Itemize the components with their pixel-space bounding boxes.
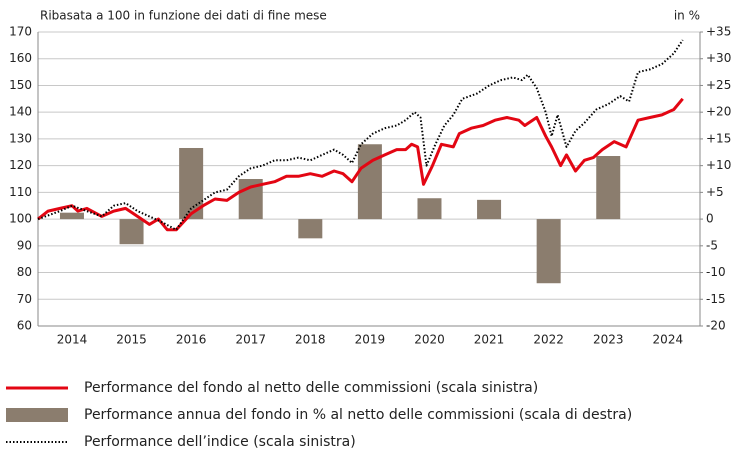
x-tick-label: 2021 bbox=[474, 333, 505, 347]
y-tick-label: 70 bbox=[17, 292, 32, 306]
x-tick-label: 2018 bbox=[295, 333, 326, 347]
bar bbox=[536, 219, 561, 284]
x-tick-label: 2015 bbox=[116, 333, 147, 347]
y2-tick-label: +35 bbox=[706, 25, 731, 39]
x-tick-label: 2024 bbox=[653, 333, 684, 347]
x-tick-label: 2019 bbox=[355, 333, 386, 347]
x-tick-label: 2016 bbox=[176, 333, 207, 347]
x-tick-label: 2014 bbox=[57, 333, 88, 347]
bar bbox=[357, 144, 382, 220]
bar bbox=[298, 219, 323, 239]
y-tick-label: 120 bbox=[9, 158, 32, 172]
y2-tick-label: 0 bbox=[706, 212, 714, 226]
x-tick-label: 2020 bbox=[414, 333, 445, 347]
legend-label: Performance dell’indice (scala sinistra) bbox=[84, 434, 356, 450]
bar bbox=[119, 219, 144, 245]
y2-tick-label: -10 bbox=[706, 265, 726, 279]
x-tick-label: 2017 bbox=[235, 333, 266, 347]
y2-tick-label: -15 bbox=[706, 292, 726, 306]
y-tick-label: 150 bbox=[9, 78, 32, 92]
y-tick-label: 160 bbox=[9, 51, 32, 65]
y-tick-label: 140 bbox=[9, 105, 32, 119]
y-tick-label: 130 bbox=[9, 131, 32, 145]
y-tick-label: 80 bbox=[17, 265, 32, 279]
legend-swatch bbox=[6, 408, 68, 422]
y2-tick-label: -5 bbox=[706, 238, 718, 252]
y-tick-label: 100 bbox=[9, 212, 32, 226]
y-tick-label: 170 bbox=[9, 25, 32, 39]
y2-tick-label: +5 bbox=[706, 185, 724, 199]
y2-tick-label: +25 bbox=[706, 78, 731, 92]
bar bbox=[596, 156, 621, 220]
line bbox=[37, 97, 684, 232]
y-tick-label: 60 bbox=[17, 319, 32, 333]
y-axis-label: Ribasata a 100 in funzione dei dati di f… bbox=[40, 9, 327, 23]
bar bbox=[59, 212, 84, 220]
y-tick-label: 90 bbox=[17, 238, 32, 252]
y2-tick-label: +30 bbox=[706, 51, 731, 65]
y-tick-label: 110 bbox=[9, 185, 32, 199]
y2-tick-label: -20 bbox=[706, 319, 726, 333]
legend-label: Performance del fondo al netto delle com… bbox=[84, 380, 538, 396]
y2-axis-label: in % bbox=[674, 9, 700, 23]
y2-tick-label: +10 bbox=[706, 158, 731, 172]
legend-label: Performance annua del fondo in % al nett… bbox=[84, 407, 632, 423]
y2-tick-label: +20 bbox=[706, 105, 731, 119]
x-tick-label: 2022 bbox=[533, 333, 564, 347]
x-tick-label: 2023 bbox=[593, 333, 624, 347]
bar bbox=[417, 198, 442, 220]
bar bbox=[477, 199, 502, 220]
line bbox=[37, 39, 684, 231]
y2-tick-label: +15 bbox=[706, 131, 731, 145]
